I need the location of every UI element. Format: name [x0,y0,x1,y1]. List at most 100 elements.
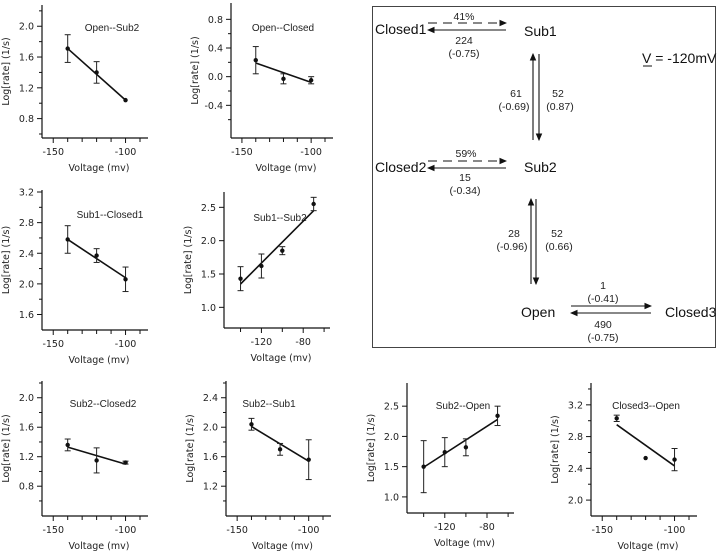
x-tick-label: -120 [434,522,456,533]
y-tick-label: 2.8 [568,432,583,443]
y-tick-label: 1.0 [384,492,399,503]
y-tick-label: 1.6 [203,452,218,463]
plot-title: Sub2--Sub1 [242,399,296,410]
closed3-open-rate: 490 [594,319,612,331]
sub2-open-z: (0.66) [545,241,572,253]
state-open: Open [521,304,555,320]
closed2-sub2-fraction: 59% [455,148,476,160]
data-point [249,422,254,427]
y-tick-label: 2.4 [19,249,34,260]
y-tick-label: 2.0 [203,423,218,434]
x-tick-label: -150 [42,147,64,158]
x-tick-label: -80 [479,522,495,533]
y-tick-label: 1.2 [19,452,34,463]
y-axis-label: Log[rate] (1/s) [1,37,12,105]
closed1-sub1-fraction: 41% [453,11,474,23]
data-point [65,237,70,242]
y-axis-label: Log[rate] (1/s) [1,226,12,294]
sub2-sub1-z: (-0.69) [499,101,530,113]
plot-open-closed: -0.4 0.0 0.4 0.8 -150 -100 Voltage (mv) Log[rat… [190,3,333,174]
plot-title: Closed3--Open [612,401,680,412]
state-sub1: Sub1 [524,23,557,39]
data-point [614,416,619,421]
x-tick-label: -150 [42,525,64,536]
y-tick-label: 3.2 [19,188,34,199]
x-tick-label: -150 [591,525,613,536]
data-point [463,445,469,450]
y-axis-label: Log[rate] (1/s) [185,414,196,482]
state-sub2: Sub2 [524,159,557,175]
y-tick-label: 2.5 [384,402,399,413]
y-tick-label: -0.4 [204,101,223,112]
sub1-sub2-z: (0.87) [546,101,573,113]
sub1-sub2-rate: 52 [552,88,564,100]
y-axis-label: Log[rate] (1/s) [190,36,201,104]
data-point [280,248,285,253]
y-tick-label: 0.0 [208,72,223,83]
data-point [442,449,447,455]
voltage-label: V = -120mV [642,50,717,66]
plot-title: Open--Closed [252,23,314,34]
plot-sub1-closed1: 1.6 2.0 2.4 2.8 3.2 -150 -100 Voltage (mv) Log[r… [1,188,148,366]
fit-line [423,418,498,468]
x-axis-label: Voltage (mv) [256,163,317,174]
y-tick-label: 3.2 [568,400,583,411]
sub2-open-rate: 52 [551,228,563,240]
y-tick-label: 0.8 [208,15,223,26]
y-tick-label: 1.2 [203,482,218,493]
sub2-closed2-rate: 15 [459,172,471,184]
x-axis-label: Voltage (mv) [252,541,313,552]
x-axis-label: Voltage (mv) [251,353,312,364]
data-point [306,457,311,462]
state-closed3: Closed3 [665,304,717,320]
x-tick-label: -100 [300,147,322,158]
y-tick-label: 1.6 [19,53,34,64]
data-point [123,97,128,103]
x-tick-label: -100 [115,525,137,536]
x-tick-label: -150 [226,525,248,536]
closed3-open-z: (-0.75) [588,332,619,344]
plot-title: Open--Sub2 [85,23,140,34]
y-tick-label: 2.0 [19,393,34,404]
x-axis-label: Voltage (mv) [618,541,679,552]
data-point [253,57,258,63]
data-point [421,464,426,469]
plot-sub2-closed2: 0.8 1.2 1.6 2.0 -150 -100 Voltage (mv) Log[rate… [1,381,148,552]
state-closed2: Closed2 [375,159,427,175]
open-sub2-rate: 28 [508,228,520,240]
data-point [94,458,99,463]
y-tick-label: 1.5 [201,270,216,281]
y-axis-label: Log[rate] (1/s) [550,415,561,483]
y-tick-label: 2.8 [19,218,34,229]
data-point [259,263,264,269]
y-tick-label: 1.5 [384,462,399,473]
y-tick-label: 2.0 [201,236,216,247]
x-axis-label: Voltage (mv) [434,538,495,549]
y-axis-label: Log[rate] (1/s) [366,414,377,482]
open-sub2-z: (-0.96) [497,241,528,253]
data-point [495,413,500,419]
plot-closed3-open: 2.0 2.4 2.8 3.2 -150 -100 Voltage (mv) Log[rate… [550,383,697,552]
y-tick-label: 2.0 [384,432,399,443]
data-point [238,276,243,281]
y-tick-label: 2.4 [568,464,583,475]
data-point [311,201,316,207]
y-tick-label: 0.4 [208,44,223,55]
y-tick-label: 2.0 [19,279,34,290]
y-tick-label: 2.0 [568,496,583,507]
data-point [308,78,314,83]
sub2-sub1-rate: 61 [510,88,522,100]
x-tick-label: -150 [42,339,64,350]
y-tick-label: 2.0 [19,22,34,33]
plot-sub2-open: 1.0 1.5 2.0 2.5 -120 -80 Voltage (mv) Log[rate]… [366,383,514,549]
data-point [672,457,677,462]
sub2-closed2-z: (-0.34) [450,185,481,197]
y-axis-label: Log[rate] (1/s) [1,414,12,482]
y-axis-label: Log[rate] (1/s) [183,226,194,294]
x-axis-label: Voltage (mv) [69,163,130,174]
data-point [94,253,99,258]
plot-title: Sub2--Closed2 [70,399,137,410]
kinetic-scheme-box [372,6,716,348]
